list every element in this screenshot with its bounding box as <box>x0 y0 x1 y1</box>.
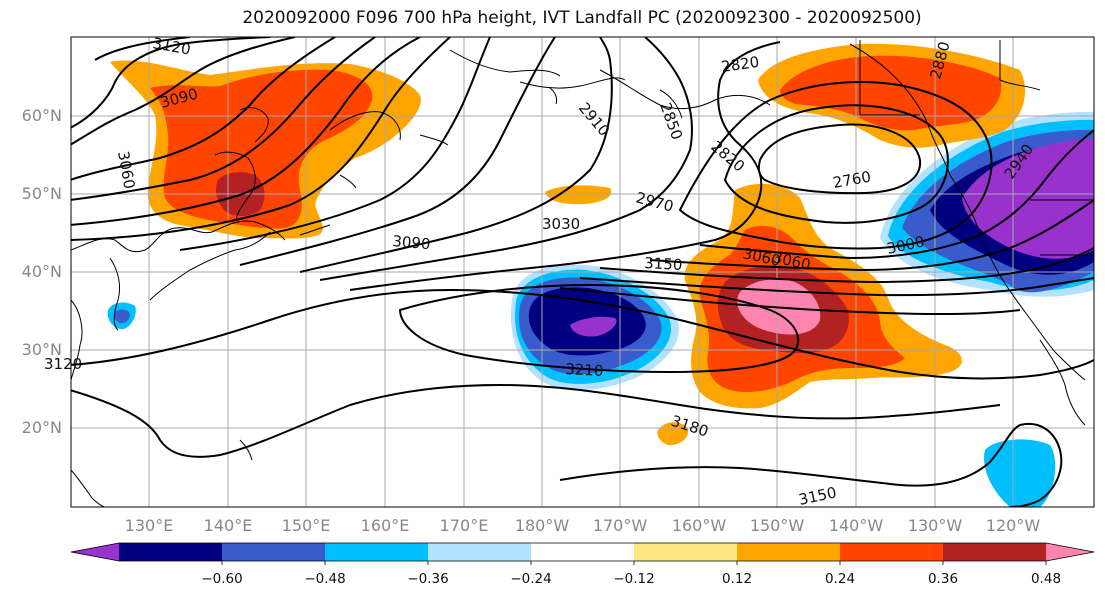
colorbar-boxes <box>119 543 1047 561</box>
map-panel: 3120 3090 3060 3060 2910 2850 2820 2820 … <box>44 34 1095 509</box>
ivt-positive-region-japan <box>150 69 373 229</box>
lon-label: 180°W <box>515 516 570 535</box>
colorbar-tick-label: −0.60 <box>201 571 242 587</box>
colorbar-tick-label: 0.48 <box>1031 571 1061 587</box>
lon-label: 140°E <box>204 516 253 535</box>
coastlines <box>71 40 1094 507</box>
colorbar-ticks: −0.60 −0.48 −0.36 −0.24 −0.12 0.12 0.24 0.36 0.4… <box>201 561 1061 587</box>
colorbar-box <box>531 543 635 561</box>
lon-label: 160°E <box>361 516 410 535</box>
colorbar-left-extension <box>71 543 119 561</box>
colorbar-box <box>119 543 223 561</box>
ivt-negative-region-nw-america <box>962 138 1094 259</box>
lon-label: 120°W <box>986 516 1041 535</box>
colorbar-box <box>428 543 532 561</box>
ivt-positive-region-north-pacific <box>545 185 612 205</box>
colorbar-box <box>222 543 326 561</box>
colorbar: −0.60 −0.48 −0.36 −0.24 −0.12 0.12 0.24 0.36 0.4… <box>70 542 1095 587</box>
colorbar-outline <box>70 542 1095 562</box>
colorbar-tick-label: 0.12 <box>722 571 752 587</box>
lon-label: 150°E <box>282 516 331 535</box>
lon-label: 140°W <box>829 516 884 535</box>
ivt-negative-region-korea <box>114 309 130 324</box>
colorbar-tick-label: −0.24 <box>510 571 551 587</box>
lon-label: 130°W <box>908 516 963 535</box>
lat-label: 30°N <box>22 340 62 359</box>
map-gridlines <box>71 37 1094 507</box>
lon-label: 160°W <box>672 516 727 535</box>
colorbar-box <box>737 543 841 561</box>
ivt-negative-region-mexico <box>984 439 1056 507</box>
map-frame <box>70 36 1095 508</box>
colorbar-tick-label: 0.24 <box>825 571 855 587</box>
colorbar-tick-label: −0.36 <box>407 571 448 587</box>
lat-label: 50°N <box>22 184 62 203</box>
lat-label: 40°N <box>22 262 62 281</box>
colorbar-tick-label: −0.48 <box>304 571 345 587</box>
colorbar-box <box>840 543 944 561</box>
lon-label: 130°E <box>125 516 174 535</box>
contour-label: 2820 <box>720 53 760 76</box>
contour-label: 3030 <box>542 215 580 233</box>
latitude-labels: 60°N 50°N 40°N 30°N 20°N <box>22 106 62 437</box>
contour-label: 3090 <box>392 232 432 253</box>
lat-label: 60°N <box>22 106 62 125</box>
colorbar-tick-label: −0.12 <box>613 571 654 587</box>
colorbar-box <box>634 543 738 561</box>
contour-label: 3150 <box>644 254 683 274</box>
lon-label: 170°W <box>593 516 648 535</box>
contour-label: 3210 <box>565 360 604 380</box>
ivt-positive-region-gulf-of-alaska <box>780 55 1002 131</box>
lat-label: 20°N <box>22 418 62 437</box>
ivt-negative-region-central-pacific <box>570 316 617 337</box>
map-title: 2020092000 F096 700 hPa height, IVT Land… <box>242 8 922 28</box>
lon-label: 150°W <box>750 516 805 535</box>
colorbar-box <box>325 543 429 561</box>
colorbar-box <box>943 543 1047 561</box>
contour-label: 3120 <box>44 355 82 373</box>
longitude-labels: 130°E 140°E 150°E 160°E 170°E 180°W 170°… <box>125 516 1041 535</box>
colorbar-tick-label: 0.36 <box>928 571 958 587</box>
colorbar-right-extension <box>1046 543 1094 561</box>
lon-label: 170°E <box>440 516 489 535</box>
height-contours <box>71 37 1094 507</box>
